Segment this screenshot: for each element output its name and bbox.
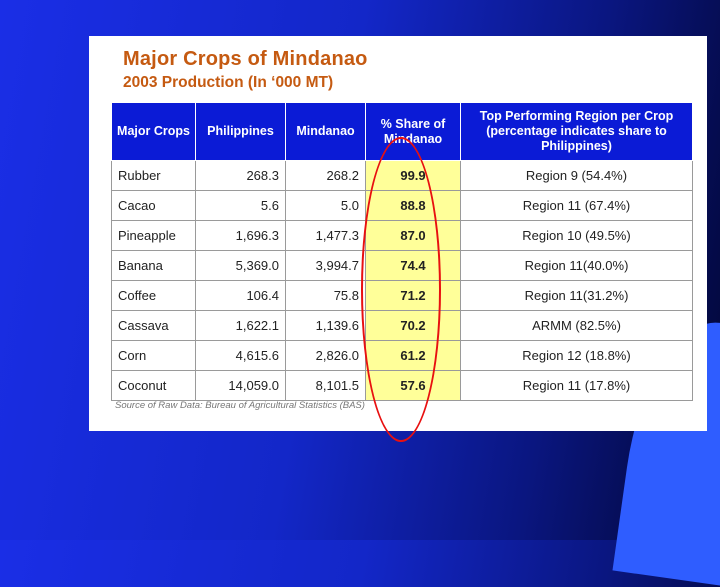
- crop-name: Corn: [111, 340, 196, 371]
- top-region: Region 11(31.2%): [460, 280, 693, 311]
- top-region: ARMM (82.5%): [460, 310, 693, 341]
- top-region: Region 9 (54.4%): [460, 160, 693, 191]
- top-region: Region 10 (49.5%): [460, 220, 693, 251]
- philippines-value: 5.6: [195, 190, 286, 221]
- mindanao-value: 1,139.6: [285, 310, 366, 341]
- crop-name: Pineapple: [111, 220, 196, 251]
- philippines-value: 1,622.1: [195, 310, 286, 341]
- mindanao-value: 5.0: [285, 190, 366, 221]
- mindanao-value: 268.2: [285, 160, 366, 191]
- mindanao-value: 3,994.7: [285, 250, 366, 281]
- header-philippines: Philippines: [195, 102, 286, 161]
- source-note: Source of Raw Data: Bureau of Agricultur…: [115, 400, 365, 411]
- philippines-value: 268.3: [195, 160, 286, 191]
- crop-name: Cassava: [111, 310, 196, 341]
- mindanao-value: 1,477.3: [285, 220, 366, 251]
- philippines-value: 106.4: [195, 280, 286, 311]
- table-row: Cacao 5.6 5.0 88.8 Region 11 (67.4%): [111, 190, 693, 221]
- slide-title: Major Crops of Mindanao: [123, 48, 368, 70]
- table-header-row: Major Crops Philippines Mindanao % Share…: [111, 102, 693, 161]
- mindanao-value: 75.8: [285, 280, 366, 311]
- red-highlight-oval: [361, 137, 441, 442]
- mindanao-value: 8,101.5: [285, 370, 366, 401]
- philippines-value: 14,059.0: [195, 370, 286, 401]
- mindanao-value: 2,826.0: [285, 340, 366, 371]
- header-top-region: Top Performing Region per Crop (percenta…: [460, 102, 693, 161]
- top-region: Region 11 (17.8%): [460, 370, 693, 401]
- header-mindanao: Mindanao: [285, 102, 366, 161]
- header-major-crops: Major Crops: [111, 102, 196, 161]
- top-region: Region 12 (18.8%): [460, 340, 693, 371]
- philippines-value: 1,696.3: [195, 220, 286, 251]
- top-region: Region 11 (67.4%): [460, 190, 693, 221]
- philippines-value: 5,369.0: [195, 250, 286, 281]
- philippines-value: 4,615.6: [195, 340, 286, 371]
- crop-name: Rubber: [111, 160, 196, 191]
- crop-name: Coffee: [111, 280, 196, 311]
- crop-name: Cacao: [111, 190, 196, 221]
- top-region: Region 11(40.0%): [460, 250, 693, 281]
- crop-name: Coconut: [111, 370, 196, 401]
- slide-subtitle: 2003 Production (In ‘000 MT): [123, 74, 334, 91]
- crop-name: Banana: [111, 250, 196, 281]
